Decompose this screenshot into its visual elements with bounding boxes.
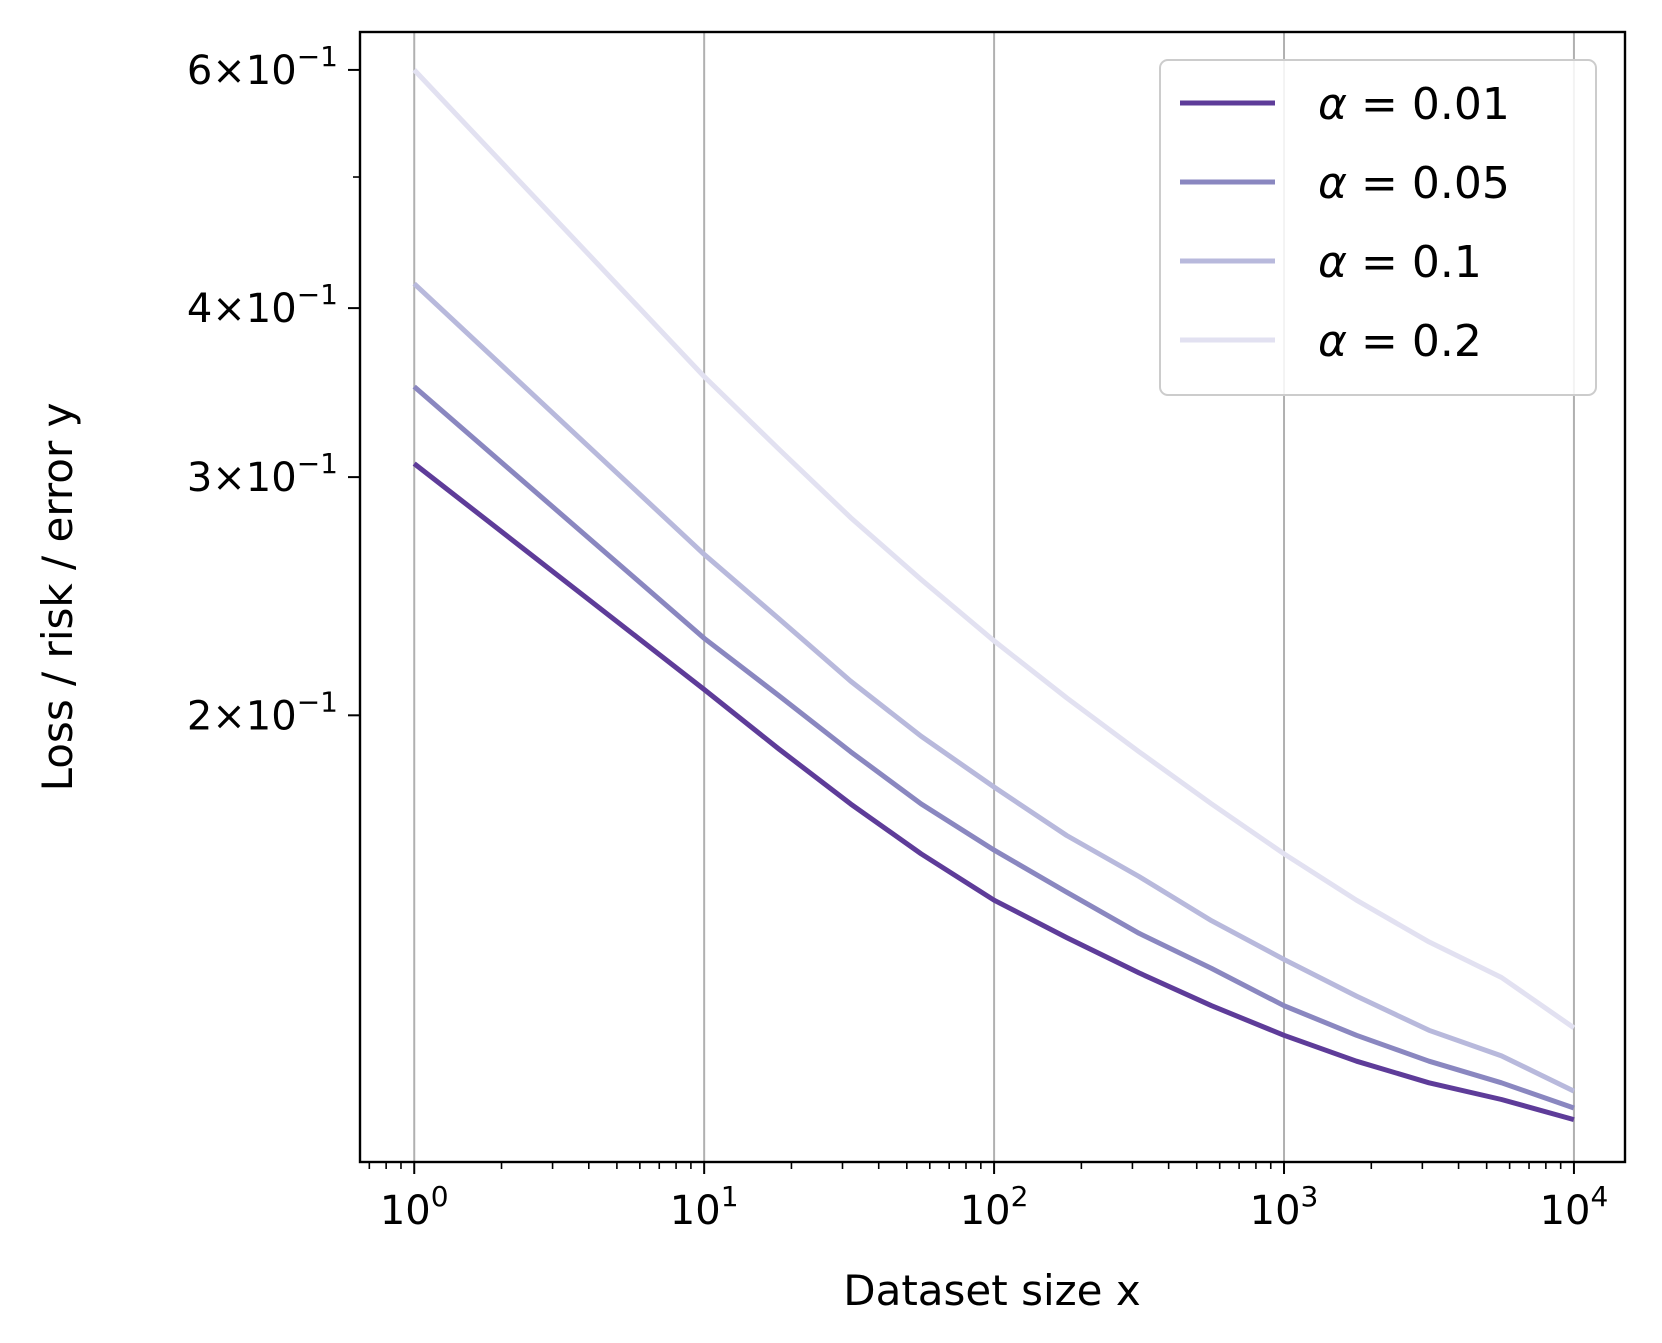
- y-axis-label: Loss / risk / error y: [33, 403, 82, 792]
- series-line-3: [412, 281, 1575, 1094]
- line-layer: [412, 68, 1576, 1123]
- x-tick-label: 101: [670, 1180, 739, 1234]
- legend-label-3: α = 0.1: [1318, 237, 1482, 288]
- series-line-2: [412, 384, 1575, 1111]
- tick-layer: 100 101 102 103 104 2×10−1 3×10−1 4×10−1 6×10−1: [187, 40, 1608, 1234]
- legend-label-2: α = 0.05: [1318, 158, 1510, 209]
- series-line-1: [412, 461, 1575, 1123]
- x-tick-label: 103: [1250, 1180, 1319, 1234]
- legend-label-1: α = 0.01: [1318, 79, 1510, 130]
- legend-label-4: α = 0.2: [1318, 316, 1482, 367]
- y-tick-label: 4×10−1: [187, 278, 338, 332]
- x-axis-label: Dataset size x: [843, 1266, 1140, 1315]
- series-line-4: [412, 68, 1576, 1030]
- x-tick-label: 104: [1540, 1180, 1609, 1234]
- x-tick-label: 100: [380, 1180, 449, 1234]
- legend: α = 0.01 α = 0.05 α = 0.1 α = 0.2: [1159, 59, 1597, 396]
- legend-box: [1159, 59, 1597, 396]
- y-tick-label: 3×10−1: [187, 447, 338, 501]
- y-tick-label: 2×10−1: [187, 685, 338, 739]
- plot-frame: [358, 30, 1627, 1164]
- x-tick-label: 102: [960, 1180, 1029, 1234]
- y-tick-label: 6×10−1: [187, 40, 338, 94]
